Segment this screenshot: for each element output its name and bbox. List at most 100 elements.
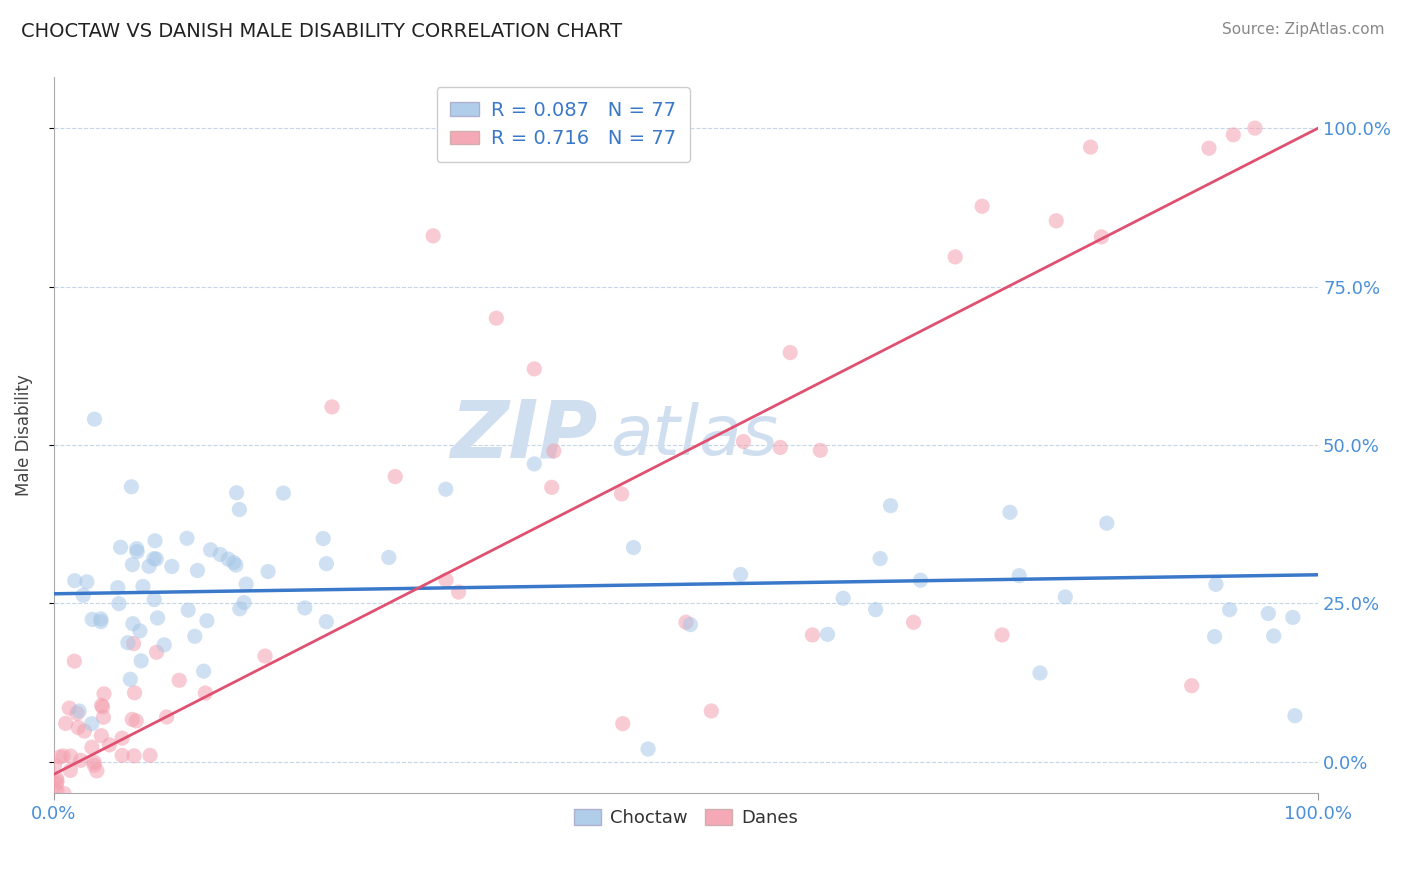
Point [254,648,277,663]
Point [129,654,152,668]
Point [44,758,66,772]
Legend: Choctaw, Danes: Choctaw, Danes [567,802,806,834]
Text: ZIP: ZIP [450,396,598,475]
Point [869,551,891,566]
Point [93,687,115,701]
Point [69,753,91,767]
Point [90,698,112,713]
Point [156,710,179,724]
Point [195,614,218,628]
Point [72,588,94,602]
Point [80,716,103,731]
Point [998,505,1021,519]
Point [45,772,67,786]
Point [1080,140,1102,154]
Point [58,701,80,715]
Point [111,731,134,746]
Point [125,714,148,728]
Text: atlas: atlas [610,402,778,469]
Point [45,784,67,798]
Point [63,574,86,588]
Point [52,787,75,801]
Point [58,802,80,816]
Point [138,559,160,574]
Point [312,532,335,546]
Point [76,574,98,589]
Point [143,592,166,607]
Point [378,550,401,565]
Point [540,480,562,494]
Point [142,551,165,566]
Point [120,673,142,687]
Point [1029,665,1052,680]
Point [879,499,901,513]
Point [1222,128,1244,142]
Point [111,748,134,763]
Point [315,557,337,571]
Point [107,581,129,595]
Point [229,601,252,615]
Point [1054,590,1077,604]
Point [679,617,702,632]
Point [1205,577,1227,591]
Point [177,603,200,617]
Point [67,721,90,735]
Point [45,777,67,791]
Point [257,565,280,579]
Point [117,636,139,650]
Point [63,805,86,820]
Point [110,541,132,555]
Point [186,564,208,578]
Point [447,585,470,599]
Point [222,556,245,570]
Point [315,615,337,629]
Point [194,686,217,700]
Point [160,559,183,574]
Point [808,443,831,458]
Point [46,805,69,820]
Point [56,805,79,820]
Point [63,654,86,668]
Point [83,412,105,426]
Point [1008,568,1031,582]
Point [83,756,105,770]
Point [93,710,115,724]
Point [52,748,75,763]
Point [225,485,247,500]
Point [434,482,457,496]
Text: CHOCTAW VS DANISH MALE DISABILITY CORRELATION CHART: CHOCTAW VS DANISH MALE DISABILITY CORREL… [21,22,623,41]
Point [59,764,82,778]
Point [972,199,994,213]
Point [801,628,824,642]
Point [865,602,887,616]
Point [817,627,839,641]
Point [235,577,257,591]
Point [832,591,855,606]
Point [125,541,148,556]
Point [121,712,143,726]
Point [610,487,633,501]
Point [1219,602,1241,616]
Point [82,612,104,626]
Point [80,740,103,755]
Point [176,531,198,545]
Point [129,624,152,638]
Point [90,612,112,626]
Y-axis label: Male Disability: Male Disability [15,375,32,496]
Point [422,228,444,243]
Point [120,480,142,494]
Point [1284,708,1306,723]
Point [91,700,114,714]
Point [730,567,752,582]
Point [55,716,77,731]
Point [1244,121,1267,136]
Point [49,805,72,820]
Point [225,558,247,573]
Point [1045,214,1067,228]
Point [675,615,697,630]
Point [46,774,69,789]
Point [193,664,215,678]
Point [86,764,108,778]
Point [434,573,457,587]
Point [1263,629,1285,643]
